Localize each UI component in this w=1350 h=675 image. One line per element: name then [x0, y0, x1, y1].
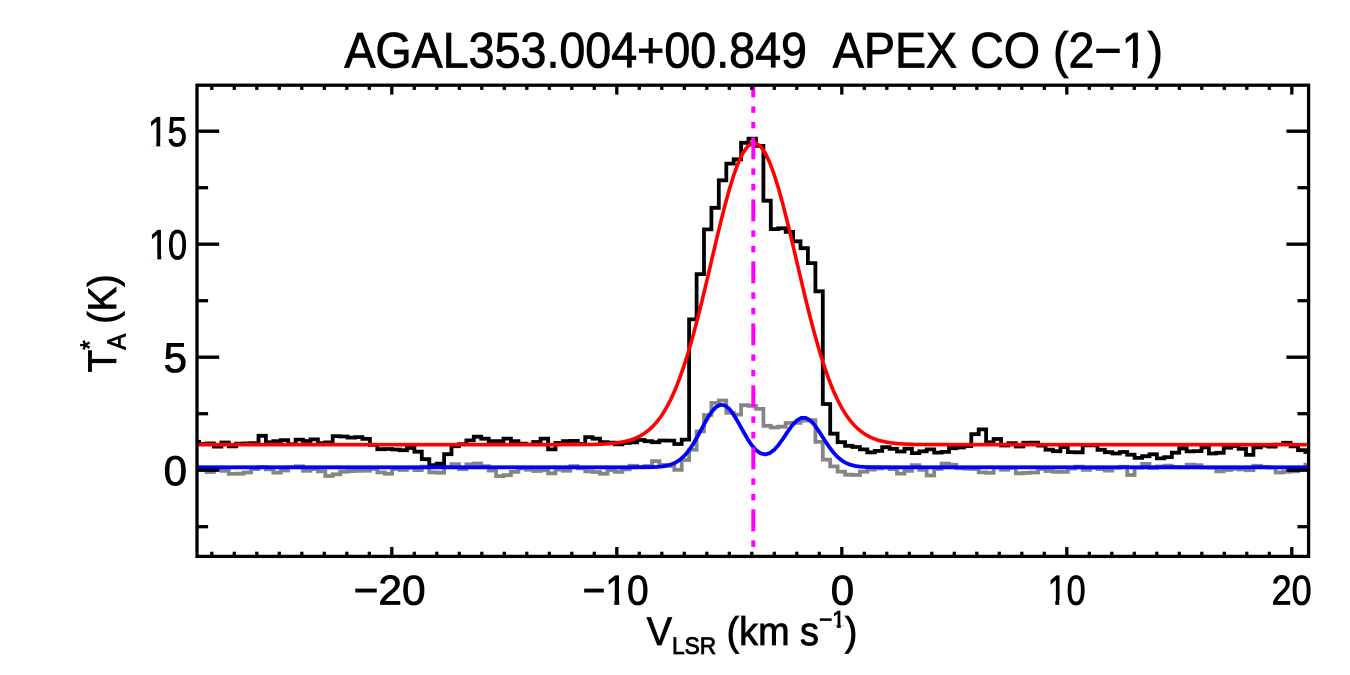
svg-text:10: 10 [149, 221, 187, 268]
svg-text:T*A (K): T*A (K) [76, 275, 132, 373]
svg-text:−10: −10 [583, 567, 649, 614]
svg-text:15: 15 [148, 108, 187, 155]
svg-text:−20: −20 [354, 567, 426, 614]
svg-text:AGAL353.004+00.849 APEX CO (2: AGAL353.004+00.849 APEX CO (2−1) [344, 23, 1163, 79]
svg-text:0: 0 [164, 447, 187, 494]
svg-text:5: 5 [164, 334, 187, 381]
svg-text:VLSR (km s−1): VLSR (km s−1) [647, 606, 858, 659]
svg-text:20: 20 [1272, 567, 1312, 614]
svg-text:0: 0 [831, 567, 854, 614]
svg-text:10: 10 [1048, 567, 1086, 614]
